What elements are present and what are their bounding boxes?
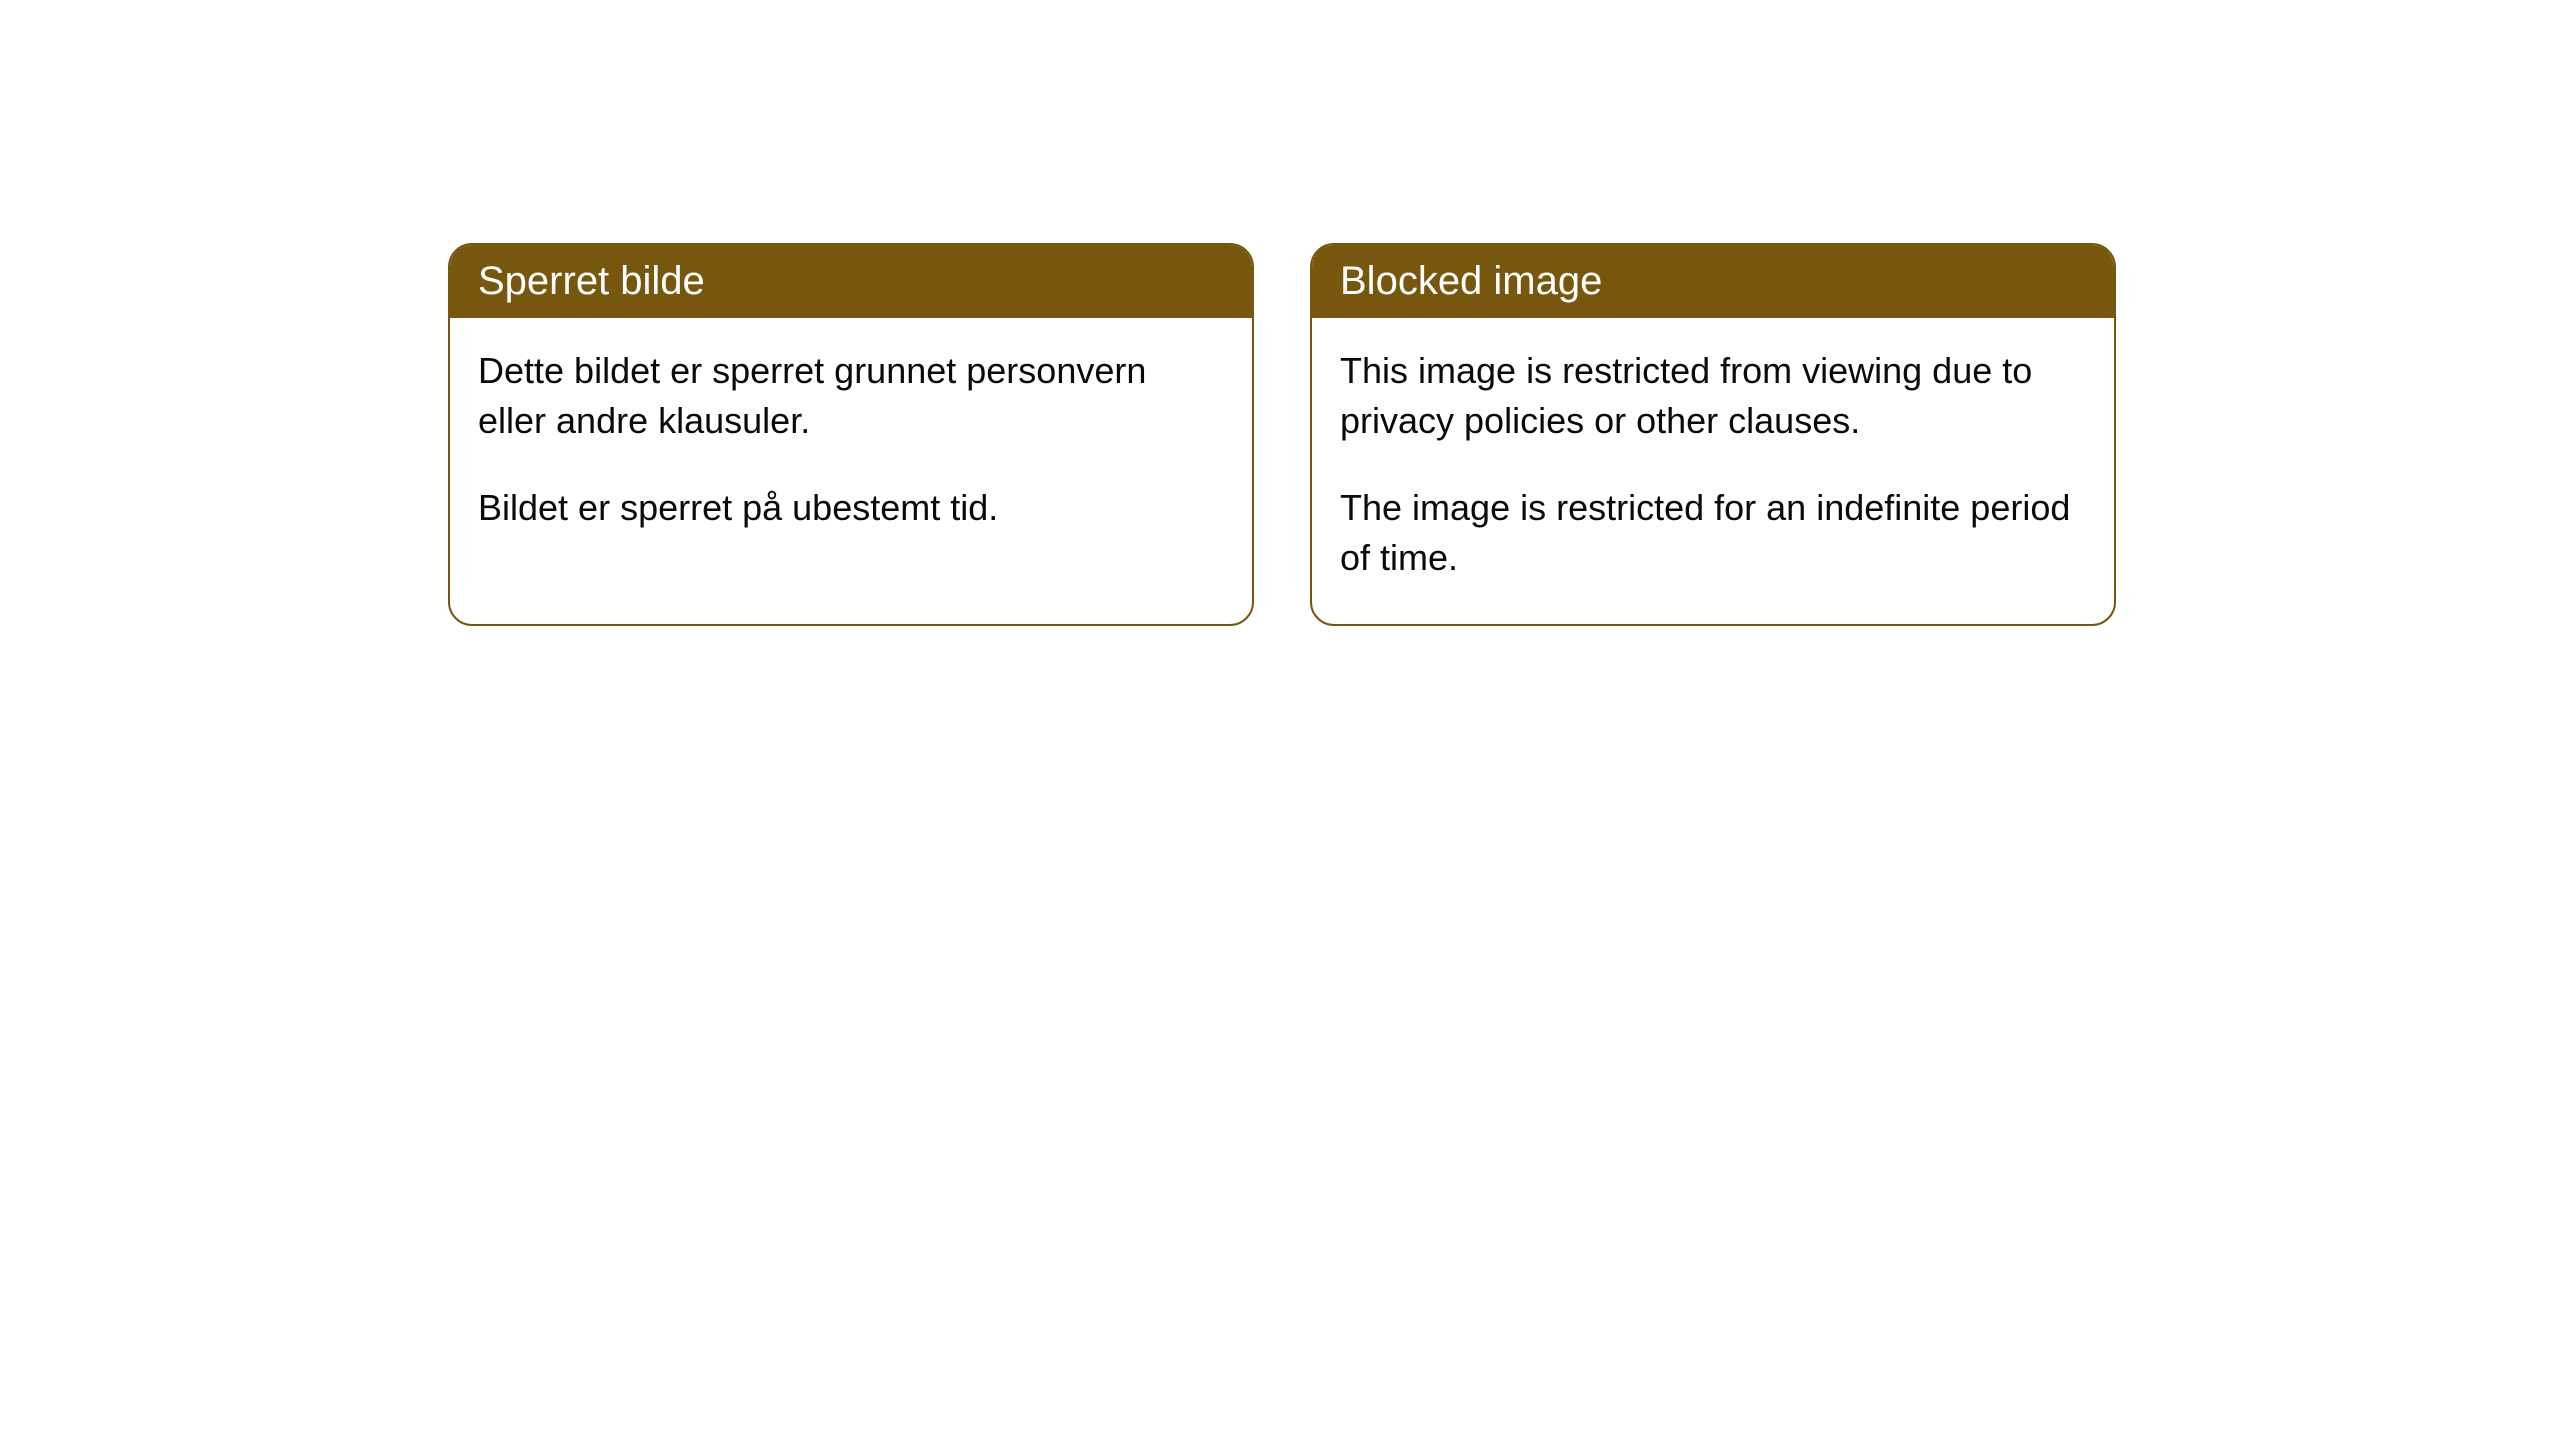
card-title: Sperret bilde bbox=[478, 259, 705, 303]
card-body: Dette bildet er sperret grunnet personve… bbox=[450, 318, 1252, 573]
card-paragraph: The image is restricted for an indefinit… bbox=[1340, 483, 2086, 584]
card-body: This image is restricted from viewing du… bbox=[1312, 318, 2114, 624]
card-header: Blocked image bbox=[1312, 245, 2114, 318]
card-paragraph: Bildet er sperret på ubestemt tid. bbox=[478, 483, 1224, 533]
card-paragraph: Dette bildet er sperret grunnet personve… bbox=[478, 346, 1224, 447]
notice-cards-container: Sperret bilde Dette bildet er sperret gr… bbox=[448, 243, 2116, 626]
blocked-image-card-norwegian: Sperret bilde Dette bildet er sperret gr… bbox=[448, 243, 1254, 626]
card-title: Blocked image bbox=[1340, 259, 1602, 303]
blocked-image-card-english: Blocked image This image is restricted f… bbox=[1310, 243, 2116, 626]
card-header: Sperret bilde bbox=[450, 245, 1252, 318]
card-paragraph: This image is restricted from viewing du… bbox=[1340, 346, 2086, 447]
